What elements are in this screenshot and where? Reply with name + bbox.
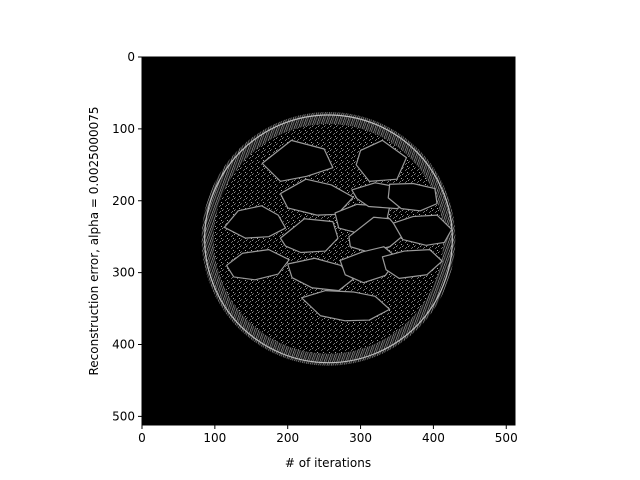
y-tick-label: 100 (112, 122, 135, 136)
x-axis-label: # of iterations (285, 456, 371, 470)
x-tick-label: 0 (138, 431, 146, 445)
hole-region (392, 214, 453, 246)
hole-region (381, 249, 443, 279)
x-tick-label: 200 (276, 431, 299, 445)
hole-region (355, 139, 408, 182)
ring-edge (204, 114, 453, 364)
y-tick-label: 200 (112, 194, 135, 208)
y-tick-label: 500 (112, 409, 135, 423)
y-tick-label: 300 (112, 266, 135, 280)
y-tick-label: 0 (127, 50, 135, 64)
hole-region (387, 182, 438, 212)
x-tick-label: 100 (203, 431, 226, 445)
hole-region (223, 205, 287, 239)
y-axis-label: Reconstruction error, alpha = 0.00250000… (87, 106, 101, 375)
x-tick-label: 400 (422, 431, 445, 445)
y-tick-label: 400 (112, 338, 135, 352)
hole-region (279, 218, 339, 254)
plot-frame (141, 56, 516, 426)
hole-region (279, 178, 354, 216)
hole-region (225, 249, 290, 281)
hole-region (261, 139, 334, 182)
ring-band (201, 111, 456, 366)
x-tick-label: 300 (349, 431, 372, 445)
hole-region (287, 257, 354, 292)
reconstruction-image (142, 57, 515, 425)
hole-region (348, 216, 405, 253)
hole-region (300, 289, 391, 322)
x-tick-label: 500 (495, 431, 518, 445)
